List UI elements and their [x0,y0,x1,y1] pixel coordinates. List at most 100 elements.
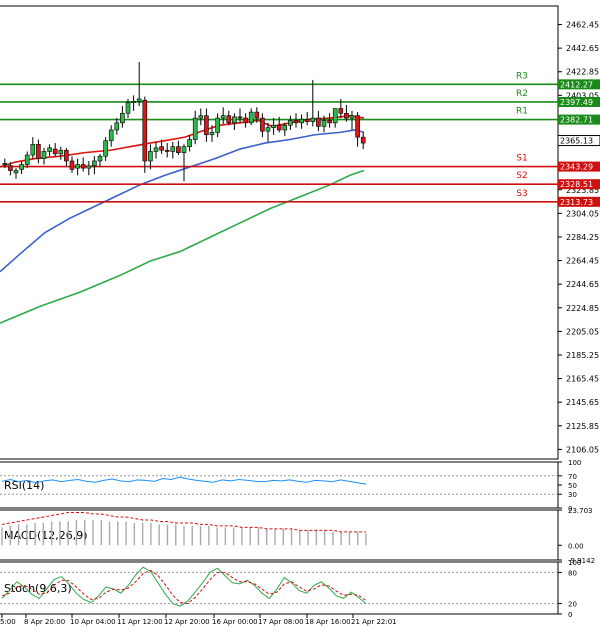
y-tick-label: 2304.05 [566,209,599,218]
candle-body [209,132,215,136]
candle-body [254,111,260,119]
candle-body [108,129,114,142]
level-price-box-r1 [558,114,600,125]
x-tick-label: 21 Apr 22:01 [351,618,397,626]
candle-body [97,155,103,162]
level-name-s2: S2 [516,171,527,181]
candle-body [349,115,355,119]
candle-body [204,115,209,136]
candle-body [80,164,86,169]
level-price-label-r3: 2412.27 [560,80,593,89]
candle-body [75,164,80,169]
candle-body [58,149,64,155]
level-name-s3: S3 [516,189,527,199]
candle-body [360,136,366,144]
level-name-r2: R2 [516,89,528,99]
candle-body [176,146,181,153]
macd-signal-line [1,512,366,533]
candle-body [120,112,125,124]
candle-body [19,164,24,170]
stoch-tick-label: 80 [568,569,577,577]
candle-body [148,151,153,162]
macd-tick-label: 23.703 [568,507,593,515]
x-tick-label: 11 Apr 12:00 [117,618,163,626]
y-tick-label: 2244.65 [566,280,599,289]
level-price-box-s3 [558,196,600,207]
candle-body [321,120,327,127]
macd-tick-label: -9.9142 [568,557,595,565]
stoch-tick-label: 20 [568,601,577,609]
y-tick-label: 2145.65 [566,398,599,407]
rsi-line [1,476,367,485]
level-price-box-r3 [558,79,600,90]
candle-body [36,143,41,159]
candle-body [215,117,220,133]
macd-tick-label: 0.00 [568,542,584,550]
candle-body [338,108,344,114]
level-price-label-r1: 2382.71 [560,116,593,125]
candle-body [304,118,310,122]
level-price-label-s2: 2328.51 [560,180,593,189]
candle-body [92,160,97,167]
candle-body [299,118,304,124]
level-price-box-s1 [558,161,600,172]
level-price-box-r2 [558,96,600,107]
candle-body [64,149,69,162]
x-tick-label: 8 Apr 20:00 [24,618,65,626]
x-tick-label: 5:00 [0,618,16,626]
level-name-r3: R3 [516,71,528,81]
candle-body [30,143,36,156]
candle-body [198,115,204,119]
candle-body [125,102,131,114]
candle-body [131,101,136,103]
candle-body [187,139,192,147]
candle-body [248,111,254,124]
candle-body [344,112,349,119]
panel-frame-3 [0,561,559,615]
x-tick-label: 12 Apr 20:00 [164,618,210,626]
x-tick-label: 10 Apr 04:00 [70,618,116,626]
y-tick-label: 2422.85 [566,68,599,77]
candle-body [136,98,142,102]
candle-body [260,117,265,132]
level-price-label-r2: 2397.49 [560,98,593,107]
candle-body [69,160,75,170]
level-price-label-s3: 2313.73 [560,198,593,207]
candle-body [47,147,52,152]
rsi-tick-label: 0 [568,505,572,513]
candle-body [332,108,338,124]
x-tick-label: 18 Apr 16:00 [305,618,351,626]
candle-body [24,154,30,165]
candle-body [288,120,293,126]
candle-body [327,120,332,124]
y-tick-label: 2284.25 [566,233,599,242]
candle-body [276,124,282,131]
panel-frame-0 [0,5,559,460]
candle-body [153,147,159,152]
candle-body [316,117,321,127]
candle-body [355,115,360,138]
y-tick-label: 2185.25 [566,351,599,360]
level-name-s1: S1 [516,154,527,164]
candle-body [243,117,248,124]
candle-body [293,120,299,124]
candle-body [170,146,176,152]
level-price-box-s2 [558,179,600,190]
stoch-tick-label: 100 [568,559,581,567]
candle-body [310,117,316,122]
rsi-tick-label: 50 [568,482,577,490]
candle-body [220,115,226,119]
y-tick-label: 2442.65 [566,44,599,53]
candle-body [164,149,170,152]
candle-body [13,170,19,174]
current-price-label: 2365.13 [560,137,593,146]
rsi-tick-label: 100 [568,459,581,467]
candle-body [271,124,276,128]
y-tick-label: 2224.85 [566,304,599,313]
candle-body [103,140,108,157]
candle-body [142,99,148,162]
candle-body [192,117,198,140]
rsi-tick-label: 70 [568,473,577,481]
